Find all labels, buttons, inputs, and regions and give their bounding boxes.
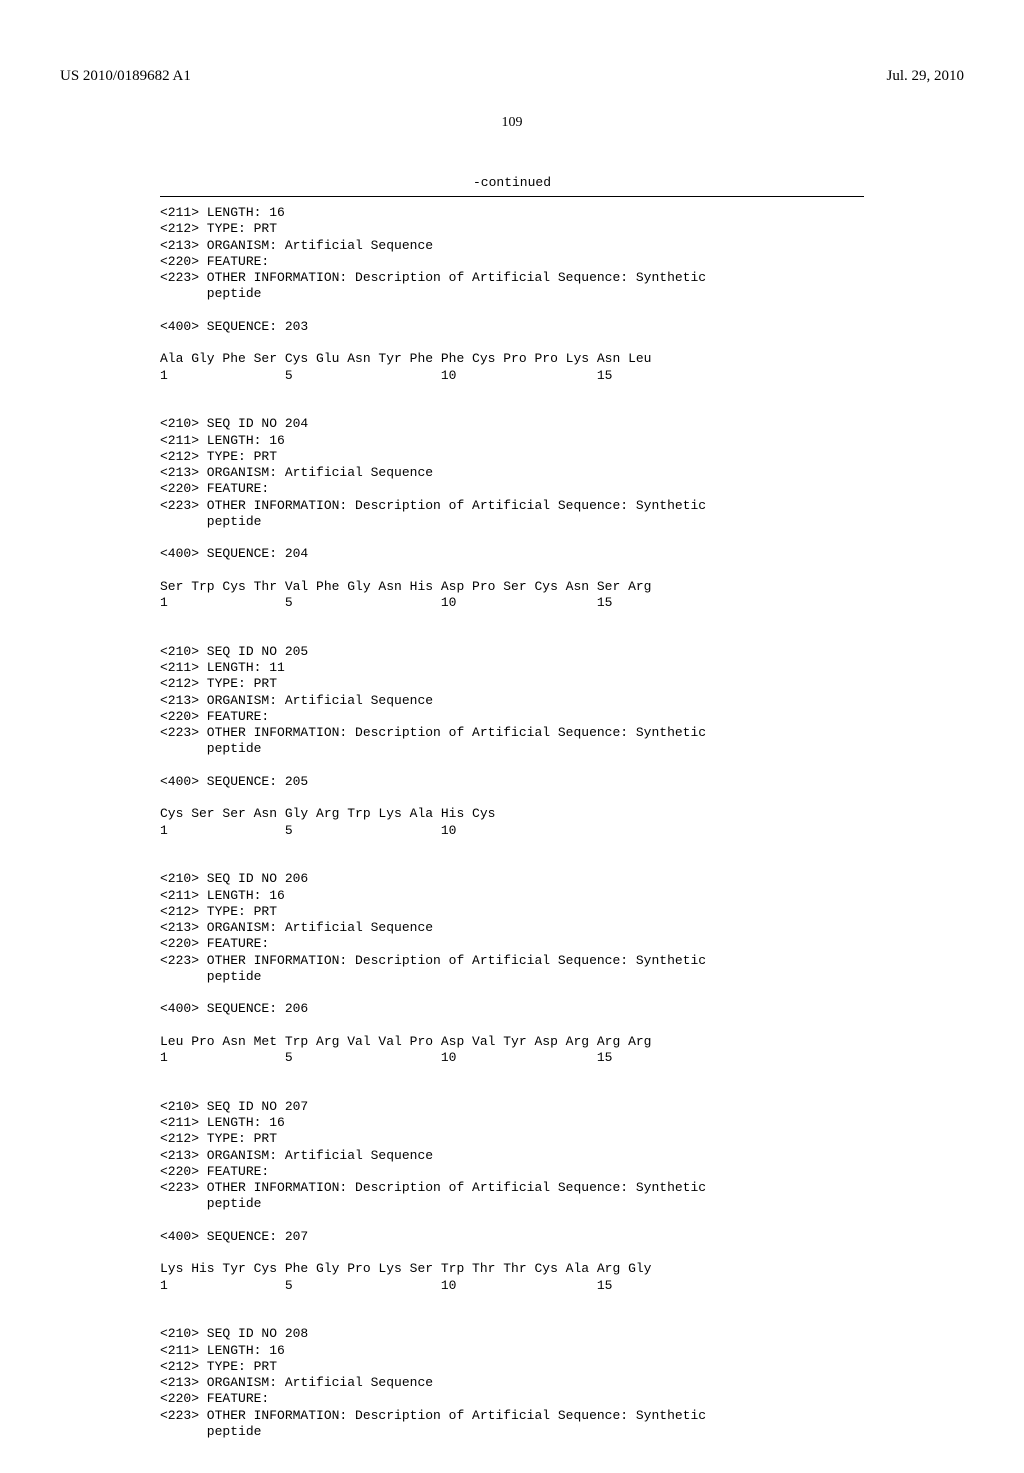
publication-id: US 2010/0189682 A1	[60, 68, 191, 85]
horizontal-rule	[160, 196, 864, 197]
continued-label: -continued	[0, 175, 1024, 190]
sequence-listing: <211> LENGTH: 16 <212> TYPE: PRT <213> O…	[160, 205, 864, 1473]
page-number: 109	[0, 115, 1024, 131]
publication-date: Jul. 29, 2010	[886, 68, 964, 85]
page-header: US 2010/0189682 A1 Jul. 29, 2010	[0, 68, 1024, 85]
